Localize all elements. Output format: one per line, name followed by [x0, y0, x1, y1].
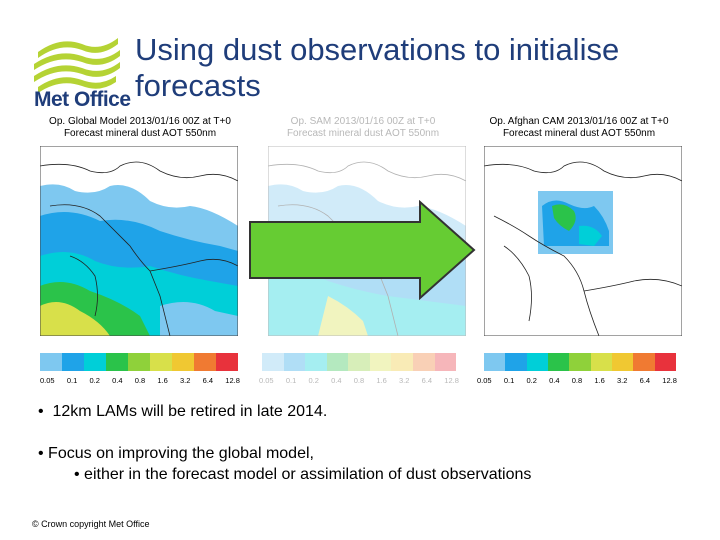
scale-label: 0.1	[66, 376, 78, 385]
afghan-cam-dust-map	[484, 146, 682, 336]
scale-label: 0.4	[112, 376, 123, 385]
scale-label: 0.8	[134, 376, 146, 385]
bullet-marker: •	[74, 466, 85, 483]
scale-swatch	[106, 353, 128, 371]
sub-bullet-item: • either in the forecast model or assimi…	[74, 465, 531, 485]
scale-label: 0.05	[259, 376, 274, 385]
scale-label: 0.2	[308, 376, 319, 385]
scale-swatch	[369, 353, 392, 371]
scale-swatch	[262, 353, 284, 371]
scale-swatch	[633, 353, 655, 371]
scale-swatch	[283, 353, 306, 371]
scale-label: 1.6	[376, 376, 387, 385]
scale-labels-afghan: 0.05 0.1 0.2 0.4 0.8 1.6 3.2 6.4 12.8	[477, 376, 677, 388]
scale-labels-global: 0.05 0.1 0.2 0.4 0.8 1.6 3.2 6.4 12.8	[40, 376, 240, 388]
scale-swatch	[412, 353, 435, 371]
scale-label: 0.1	[285, 376, 297, 385]
panel-title-line1: Op. Global Model 2013/01/16 00Z at T+0	[49, 116, 231, 127]
right-arrow-icon	[249, 200, 476, 300]
scale-swatch	[216, 353, 238, 371]
scale-label: 3.2	[617, 376, 628, 385]
scale-label: 0.05	[477, 376, 492, 385]
bullet-marker: •	[38, 445, 49, 462]
scale-swatch	[84, 353, 106, 371]
scale-swatch	[590, 353, 612, 371]
scale-label: 12.8	[225, 376, 240, 385]
scale-swatch	[569, 353, 591, 371]
scale-swatch	[172, 353, 194, 371]
scale-labels-sam: 0.05 0.1 0.2 0.4 0.8 1.6 3.2 6.4 12.8	[259, 376, 459, 388]
scale-label: 0.4	[549, 376, 560, 385]
scale-swatch	[547, 353, 570, 371]
bullet-item: • 12km LAMs will be retired in late 2014…	[38, 402, 327, 422]
scale-swatch	[484, 353, 506, 371]
panel-title-global: Op. Global Model 2013/01/16 00Z at T+0 F…	[35, 116, 245, 140]
scale-label: 0.05	[40, 376, 55, 385]
scale-label: 3.2	[180, 376, 191, 385]
scale-label: 6.4	[421, 376, 433, 385]
scale-swatch	[391, 353, 413, 371]
scale-label: 1.6	[594, 376, 605, 385]
bullet-text: either in the forecast model or assimila…	[84, 466, 532, 483]
scale-label: 0.4	[331, 376, 342, 385]
scale-label: 12.8	[444, 376, 459, 385]
copyright-footer: © Crown copyright Met Office	[32, 519, 150, 529]
colour-scale-global	[40, 353, 238, 371]
slide-title: Using dust observations to initialise fo…	[135, 32, 620, 103]
scale-swatch	[505, 353, 527, 371]
scale-label: 3.2	[399, 376, 410, 385]
scale-swatch	[654, 353, 676, 371]
scale-swatch	[348, 353, 370, 371]
scale-swatch	[194, 353, 216, 371]
scale-swatch	[150, 353, 172, 371]
bullet-text: 12km LAMs will be retired in late 2014.	[52, 403, 328, 420]
panel-title-line2: Forecast mineral dust AOT 550nm	[63, 128, 217, 139]
panel-title-sam: Op. SAM 2013/01/16 00Z at T+0 Forecast m…	[258, 116, 468, 140]
scale-swatch	[62, 353, 84, 371]
panel-title-line1: Op. Afghan CAM 2013/01/16 00Z at T+0	[489, 116, 669, 127]
panel-title-line1: Op. SAM 2013/01/16 00Z at T+0	[290, 116, 436, 127]
scale-swatch	[305, 353, 327, 371]
scale-label: 0.8	[571, 376, 583, 385]
met-office-logo	[34, 38, 120, 93]
bullet-item: • Focus on improving the global model,	[38, 444, 314, 464]
scale-label: 0.2	[89, 376, 100, 385]
colour-scale-afghan	[484, 353, 676, 371]
scale-swatch	[128, 353, 150, 371]
scale-swatch	[526, 353, 548, 371]
logo-wordmark: Met Office	[34, 88, 131, 111]
scale-label: 1.6	[157, 376, 168, 385]
scale-label: 6.4	[639, 376, 651, 385]
scale-label: 12.8	[662, 376, 677, 385]
arrow-shape	[249, 200, 476, 300]
scale-label: 0.2	[526, 376, 537, 385]
scale-label: 6.4	[202, 376, 214, 385]
scale-swatch	[434, 353, 457, 371]
panel-title-afghan: Op. Afghan CAM 2013/01/16 00Z at T+0 For…	[474, 116, 684, 140]
scale-label: 0.1	[503, 376, 515, 385]
bullet-text: Focus on improving the global model,	[48, 445, 314, 462]
scale-swatch	[611, 353, 634, 371]
global-model-dust-map	[40, 146, 238, 336]
colour-scale-sam	[262, 353, 457, 371]
scale-label: 0.8	[353, 376, 365, 385]
bullet-marker: •	[38, 403, 53, 420]
scale-swatch	[40, 353, 62, 371]
panel-title-line2: Forecast mineral dust AOT 550nm	[502, 128, 656, 139]
scale-swatch	[326, 353, 349, 371]
panel-title-line2: Forecast mineral dust AOT 550nm	[286, 128, 440, 139]
